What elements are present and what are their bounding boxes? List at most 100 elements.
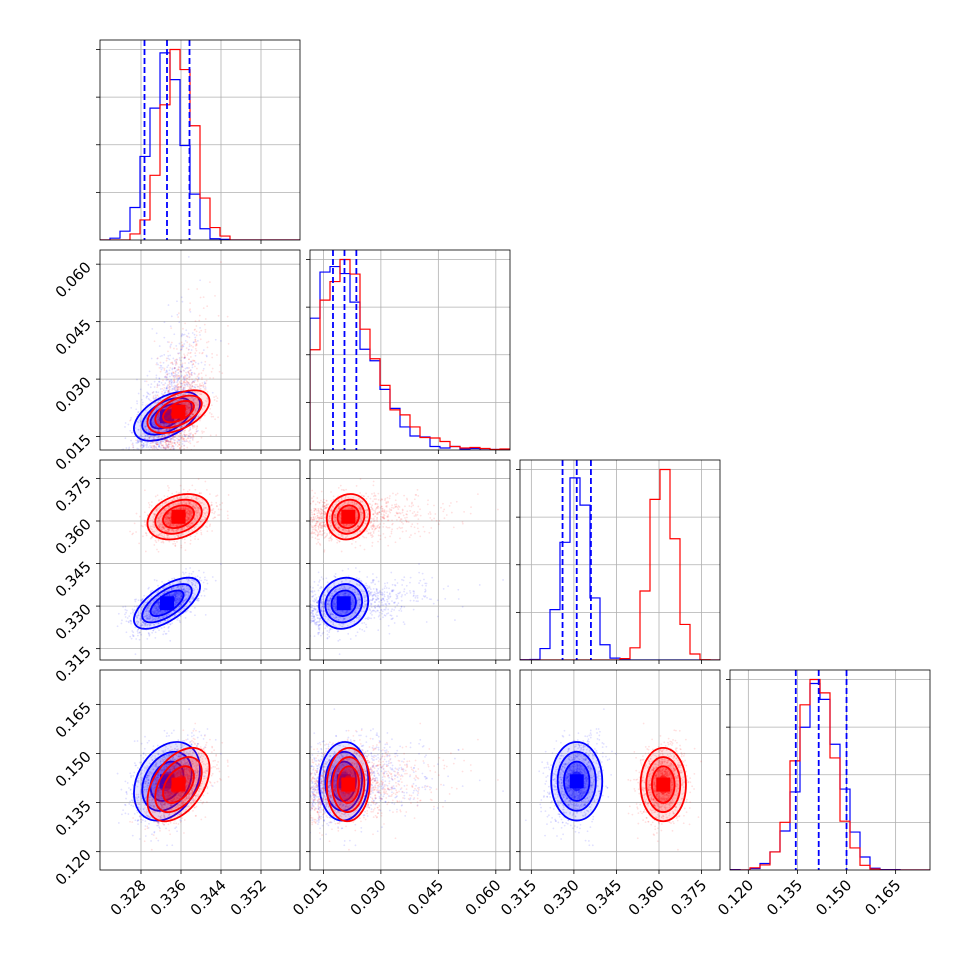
point-series-0 — [154, 408, 157, 411]
point-series-0 — [205, 354, 208, 357]
point-series-1 — [171, 402, 174, 405]
point-series-1 — [163, 393, 166, 396]
point-series-1 — [178, 388, 181, 391]
point-series-1 — [169, 403, 172, 406]
point-series-1 — [152, 435, 155, 438]
point-series-1 — [179, 446, 182, 449]
point-series-1 — [190, 406, 192, 408]
point-series-0 — [178, 597, 181, 600]
point-series-1 — [168, 341, 170, 344]
point-series-0 — [141, 597, 144, 600]
point-series-0 — [165, 447, 167, 450]
point-series-0 — [163, 592, 166, 595]
point-series-1 — [171, 435, 174, 438]
point-series-0 — [198, 388, 201, 391]
point-series-0 — [177, 389, 179, 392]
point-series-1 — [157, 427, 160, 430]
point-series-0 — [172, 593, 175, 595]
point-series-1 — [168, 443, 171, 446]
point-series-1 — [188, 488, 191, 491]
point-series-1 — [185, 404, 188, 407]
point-series-1 — [185, 381, 188, 384]
point-series-1 — [183, 439, 185, 442]
point-series-1 — [169, 391, 172, 394]
point-series-0 — [157, 590, 160, 593]
point-series-0 — [192, 587, 195, 590]
point-series-1 — [135, 439, 137, 442]
point-series-0 — [165, 444, 168, 447]
point-series-0 — [158, 442, 161, 444]
point-series-1 — [167, 416, 170, 419]
point-series-1 — [159, 420, 161, 423]
point-series-0 — [141, 441, 144, 443]
point-series-0 — [170, 381, 173, 384]
point-series-1 — [153, 412, 156, 415]
point-series-1 — [187, 406, 190, 409]
point-series-0 — [170, 587, 173, 590]
point-series-1 — [203, 430, 205, 433]
point-series-0 — [138, 638, 141, 641]
point-series-1 — [167, 383, 170, 386]
point-series-1 — [181, 420, 184, 423]
panel-content — [310, 250, 510, 450]
point-series-0 — [166, 391, 169, 394]
point-series-1 — [169, 415, 171, 418]
point-series-1 — [194, 432, 196, 435]
point-series-1 — [188, 309, 191, 312]
point-series-1 — [188, 386, 191, 388]
point-series-0 — [178, 587, 180, 590]
point-series-0 — [124, 616, 127, 618]
point-series-1 — [173, 347, 175, 350]
point-series-0 — [190, 349, 193, 351]
point-series-0 — [171, 622, 174, 625]
point-series-0 — [134, 626, 137, 629]
point-series-1 — [188, 372, 190, 375]
point-series-0 — [178, 352, 181, 355]
point-series-0 — [159, 610, 161, 613]
point-series-1 — [187, 382, 190, 385]
point-series-0 — [158, 601, 161, 604]
point-series-0 — [158, 601, 161, 604]
point-series-0 — [128, 621, 130, 624]
point-series-0 — [151, 619, 153, 622]
point-series-0 — [195, 404, 197, 406]
point-series-1 — [188, 409, 191, 412]
point-series-1 — [165, 446, 168, 449]
point-series-1 — [164, 434, 167, 437]
point-series-0 — [152, 438, 155, 441]
point-series-1 — [180, 385, 183, 388]
point-series-0 — [196, 597, 199, 600]
point-series-0 — [142, 624, 144, 627]
point-series-0 — [186, 381, 189, 384]
point-series-1 — [160, 430, 163, 433]
point-series-0 — [181, 300, 184, 303]
point-series-0 — [134, 653, 137, 656]
point-series-1 — [215, 395, 217, 398]
point-series-1 — [176, 442, 179, 444]
point-series-0 — [147, 393, 150, 395]
point-series-1 — [179, 435, 182, 438]
point-series-1 — [212, 517, 215, 520]
point-series-1 — [138, 542, 141, 545]
point-series-0 — [187, 407, 190, 410]
point-series-0 — [178, 422, 181, 424]
point-series-1 — [186, 437, 189, 440]
point-series-1 — [201, 376, 203, 379]
point-series-0 — [173, 374, 175, 377]
point-series-0 — [184, 367, 187, 370]
point-series-1 — [195, 330, 198, 333]
point-series-1 — [193, 445, 196, 447]
point-series-1 — [183, 354, 186, 357]
point-series-1 — [183, 440, 186, 442]
point-series-0 — [161, 610, 164, 613]
point-series-0 — [182, 601, 184, 603]
point-series-1 — [193, 381, 196, 384]
point-series-0 — [167, 440, 170, 443]
point-series-1 — [167, 433, 170, 436]
point-series-0 — [140, 420, 142, 422]
point-series-1 — [201, 378, 203, 381]
point-series-0 — [166, 376, 168, 379]
point-series-1 — [205, 341, 208, 344]
point-series-1 — [189, 373, 191, 375]
point-series-1 — [146, 413, 149, 415]
